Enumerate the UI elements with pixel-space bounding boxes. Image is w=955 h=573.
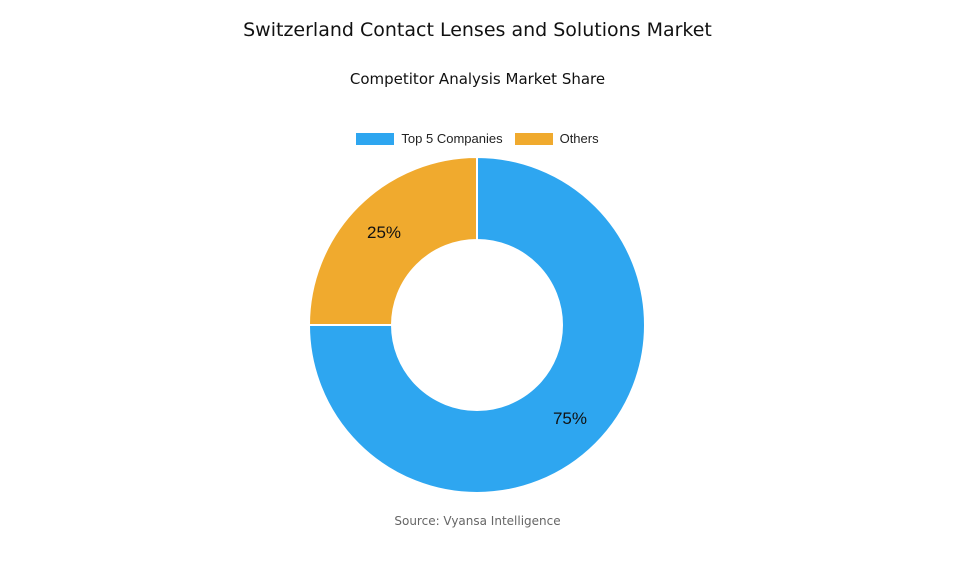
legend-label-top5: Top 5 Companies xyxy=(401,131,503,146)
donut-slice-others[interactable] xyxy=(307,155,478,326)
data-label-others: 25% xyxy=(367,223,401,242)
data-label-top5: 75% xyxy=(553,409,587,428)
chart-title: Switzerland Contact Lenses and Solutions… xyxy=(243,19,712,41)
legend-item-others[interactable]: Others xyxy=(514,131,599,146)
legend-label-others: Others xyxy=(559,131,599,146)
legend-item-top5[interactable]: Top 5 Companies xyxy=(356,131,503,146)
legend: Top 5 Companies Others xyxy=(0,131,955,146)
donut-slice-top5[interactable] xyxy=(307,155,646,494)
legend-swatch-others xyxy=(514,132,553,145)
chart-subtitle: Competitor Analysis Market Share xyxy=(349,70,606,88)
source-note: Source: Vyansa Intelligence xyxy=(394,514,561,528)
legend-swatch-top5 xyxy=(356,132,395,145)
